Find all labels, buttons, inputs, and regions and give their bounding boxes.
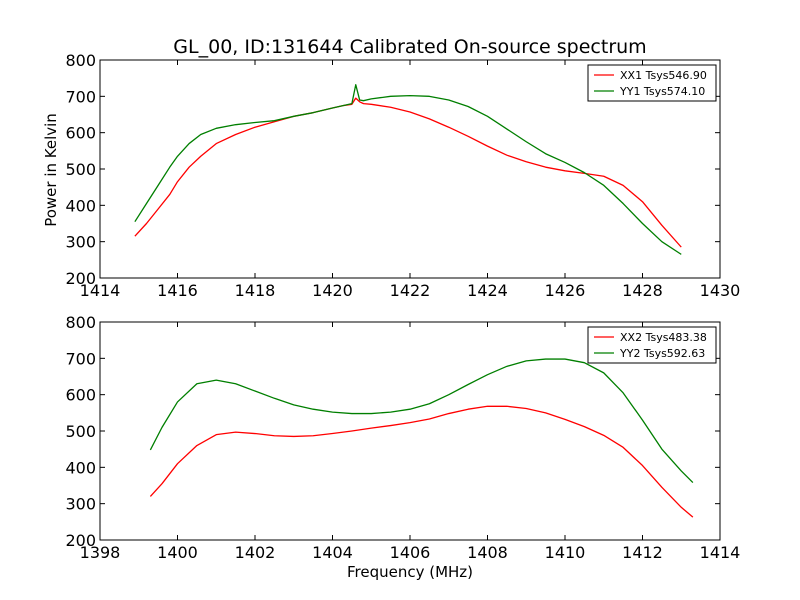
y-tick-label: 800 (65, 51, 96, 70)
y-tick-label: 300 (65, 495, 96, 514)
x-tick-label: 1414 (80, 281, 121, 300)
legend-box (587, 64, 717, 102)
legend-box (587, 326, 717, 364)
x-tick-label: 1424 (467, 281, 508, 300)
legend-label: XX1 Tsys546.90 (620, 69, 707, 82)
x-tick-label: 1412 (622, 543, 663, 562)
x-tick-label: 1410 (545, 543, 586, 562)
series-line-2 (134, 84, 682, 255)
y-tick-label: 400 (65, 196, 96, 215)
y-tick-label: 200 (65, 269, 96, 288)
x-axis-label: Frequency (MHz) (347, 563, 473, 581)
x-tick-label: 1400 (157, 543, 198, 562)
x-tick-label: 1422 (390, 281, 431, 300)
x-tick-label: 1428 (622, 281, 663, 300)
legend-label: YY2 Tsys592.63 (619, 347, 705, 360)
y-tick-label: 700 (65, 87, 96, 106)
x-tick-label: 1430 (700, 281, 741, 300)
x-tick-label: 1406 (390, 543, 431, 562)
y-tick-label: 500 (65, 160, 96, 179)
y-tick-label: 800 (65, 313, 96, 332)
y-tick-label: 400 (65, 458, 96, 477)
top-subplot: 1414 1416 1418 1420 1422 1424 1426 1428 1430 200 3… (65, 51, 740, 300)
y-tick-label: 500 (65, 422, 96, 441)
x-tick-label: 1404 (312, 543, 353, 562)
x-tick-label: 1426 (545, 281, 586, 300)
x-tick-label: 1418 (235, 281, 276, 300)
series-line-1 (149, 405, 694, 518)
y-axis-label: Power in Kelvin (42, 113, 60, 227)
x-tick-label: 1402 (235, 543, 276, 562)
series-line-2 (149, 358, 694, 484)
series-line-1 (134, 97, 682, 248)
bottom-subplot: 1398 1400 1402 1404 1406 1408 1410 1412 1414 200 3… (65, 313, 740, 562)
legend-label: YY1 Tsys574.10 (619, 85, 705, 98)
x-tick-label: 1398 (80, 543, 121, 562)
x-tick-label: 1416 (157, 281, 198, 300)
legend-label: XX2 Tsys483.38 (620, 331, 707, 344)
legend: XX1 Tsys546.90 YY1 Tsys574.10 (587, 64, 717, 102)
x-tick-label: 1414 (700, 543, 741, 562)
x-tick-label: 1408 (467, 543, 508, 562)
y-tick-label: 200 (65, 531, 96, 550)
y-tick-label: 600 (65, 386, 96, 405)
y-tick-label: 600 (65, 124, 96, 143)
legend: XX2 Tsys483.38 YY2 Tsys592.63 (587, 326, 717, 364)
x-tick-label: 1420 (312, 281, 353, 300)
y-tick-label: 300 (65, 233, 96, 252)
y-tick-label: 700 (65, 349, 96, 368)
chart-title: GL_00, ID:131644 Calibrated On-source sp… (173, 36, 646, 58)
